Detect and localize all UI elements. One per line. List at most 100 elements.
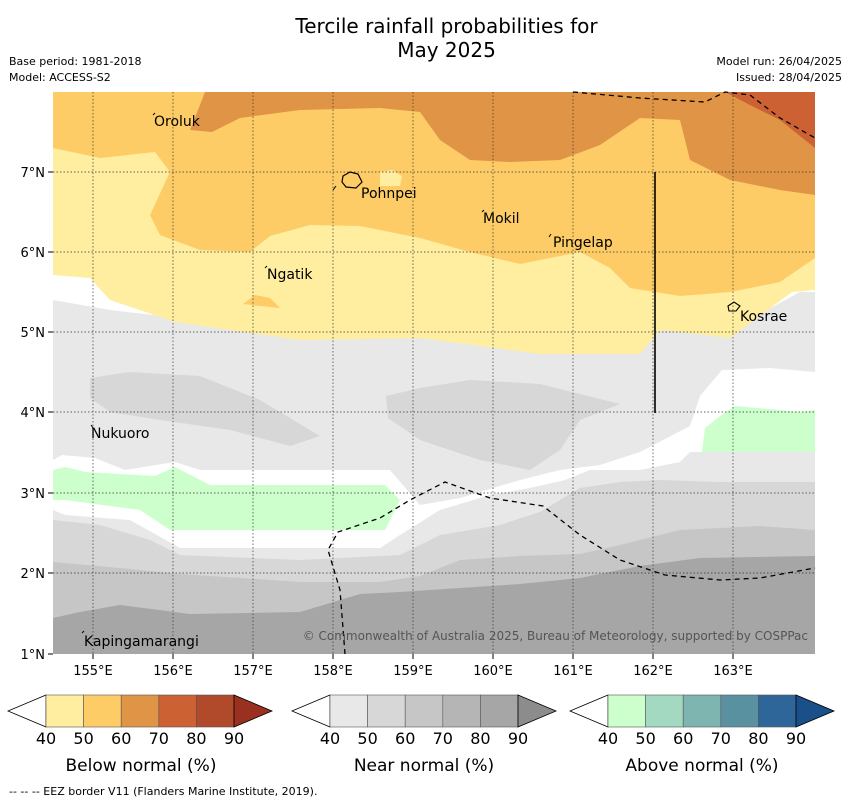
colorbar-below-swatch bbox=[45, 694, 84, 728]
lat-label: 5°N bbox=[21, 326, 46, 341]
colorbar-below-swatch bbox=[196, 694, 235, 728]
near-normal-50-west bbox=[90, 372, 320, 446]
colorbar-label-below: Below normal (%) bbox=[65, 756, 217, 776]
lat-label: 1°N bbox=[21, 648, 46, 663]
lon-label: 157°E bbox=[233, 664, 273, 679]
colorbar-below-tick: 70 bbox=[148, 729, 169, 748]
title-line-2: May 2025 bbox=[397, 38, 496, 62]
axis-ticks bbox=[48, 171, 734, 659]
base-period: Base period: 1981-2018 bbox=[9, 55, 142, 68]
colorbar-near-tick: 90 bbox=[507, 729, 529, 748]
lon-label: 163°E bbox=[713, 664, 753, 679]
colorbar-near-swatch bbox=[404, 694, 444, 728]
below-normal-50-area bbox=[53, 92, 815, 296]
place-markers bbox=[81, 112, 552, 634]
colorbar-near-swatch bbox=[329, 694, 368, 728]
colorbar-below-tick: 50 bbox=[73, 729, 94, 748]
colorbar-below-swatch bbox=[120, 694, 160, 728]
colorbar-near-max-extension bbox=[517, 694, 558, 728]
colorbar-near-min-extension bbox=[290, 694, 331, 728]
place-mokil: Mokil bbox=[483, 211, 520, 227]
colorbar-near-tick: 60 bbox=[395, 729, 416, 748]
place-kapingamarangi: Kapingamarangi bbox=[84, 634, 199, 650]
place-oroluk: Oroluk bbox=[154, 114, 201, 130]
colorbars bbox=[6, 694, 836, 728]
lat-label: 7°N bbox=[21, 166, 46, 181]
colorbar-above-swatch bbox=[607, 694, 646, 728]
colorbar-above-max-extension bbox=[795, 694, 836, 728]
colorbar-near-tick: 70 bbox=[432, 729, 453, 748]
place-kosrae: Kosrae bbox=[740, 309, 787, 325]
colorbar-above-tick: 40 bbox=[597, 729, 619, 748]
colorbar-below-tick: 80 bbox=[186, 729, 207, 748]
colorbar-near-swatch bbox=[367, 694, 406, 728]
place-nukuoro: Nukuoro bbox=[91, 426, 149, 442]
colorbar-above-tick: 50 bbox=[635, 729, 656, 748]
colorbar-above-swatch bbox=[720, 694, 759, 728]
lat-label: 4°N bbox=[21, 406, 46, 421]
model-name: Model: ACCESS-S2 bbox=[9, 71, 111, 84]
title-line-1: Tercile rainfall probabilities for bbox=[295, 14, 598, 38]
place-labels: Oroluk Pohnpei Mokil Pingelap Ngatik Kos… bbox=[84, 114, 787, 650]
lon-label: 158°E bbox=[313, 664, 353, 679]
colorbar-above-swatch bbox=[758, 694, 797, 728]
lon-label: 155°E bbox=[73, 664, 113, 679]
probability-fields bbox=[53, 92, 815, 654]
lat-label: 2°N bbox=[21, 567, 46, 582]
map-gridlines bbox=[53, 92, 815, 654]
colorbar-above-tick: 80 bbox=[748, 729, 769, 748]
issued-date: Issued: 28/04/2025 bbox=[735, 71, 842, 84]
below-normal-50-patch bbox=[243, 295, 280, 308]
near-normal-70-south bbox=[53, 556, 815, 654]
below-normal-40-patch bbox=[380, 170, 402, 186]
rainfall-map: Oroluk Pohnpei Mokil Pingelap Ngatik Kos… bbox=[21, 91, 816, 679]
colorbar-near-tick: 50 bbox=[357, 729, 378, 748]
ant-atoll-mark bbox=[332, 185, 337, 191]
model-run: Model run: 26/04/2025 bbox=[716, 55, 842, 68]
lat-label: 6°N bbox=[21, 246, 46, 261]
colorbar-near-tick: 80 bbox=[470, 729, 491, 748]
meta-right: Model run: 26/04/2025 Issued: 28/04/2025 bbox=[716, 54, 842, 86]
eez-borders bbox=[327, 91, 816, 655]
colorbar-below-tick: 90 bbox=[223, 729, 245, 748]
above-normal-40-west bbox=[53, 467, 400, 530]
colorbar-near-swatch bbox=[442, 694, 481, 728]
place-pohnpei: Pohnpei bbox=[361, 186, 417, 202]
colorbar-below-tick: 60 bbox=[111, 729, 132, 748]
longitude-labels: 155°E 156°E 157°E 158°E 159°E 160°E 161°… bbox=[73, 664, 753, 679]
eez-footnote: -- -- -- EEZ border V11 (Flanders Marine… bbox=[9, 785, 318, 798]
meta-left: Base period: 1981-2018 Model: ACCESS-S2 bbox=[9, 54, 141, 86]
page-title: Tercile rainfall probabilities for May 2… bbox=[0, 14, 850, 62]
colorbar-below-tick: 40 bbox=[35, 729, 57, 748]
latitude-labels: 7°N 6°N 5°N 4°N 3°N 2°N 1°N bbox=[21, 166, 46, 663]
lon-label: 159°E bbox=[393, 664, 433, 679]
colorbar-near-tick: 40 bbox=[319, 729, 341, 748]
above-normal-40-east bbox=[702, 406, 815, 452]
lat-label: 3°N bbox=[21, 487, 46, 502]
lon-label: 160°E bbox=[473, 664, 513, 679]
copyright-note: © Commonwealth of Australia 2025, Bureau… bbox=[303, 629, 808, 643]
place-ngatik: Ngatik bbox=[267, 267, 313, 283]
lon-label: 156°E bbox=[153, 664, 193, 679]
below-normal-60-area bbox=[190, 92, 815, 195]
lon-label: 162°E bbox=[633, 664, 673, 679]
colorbar-label-above: Above normal (%) bbox=[625, 756, 779, 776]
colorbar-below-swatch bbox=[158, 694, 197, 728]
colorbar-above-tick: 60 bbox=[673, 729, 694, 748]
colorbar-above-min-extension bbox=[568, 694, 609, 728]
colorbar-above-tick: 90 bbox=[785, 729, 807, 748]
colorbar-above-swatch bbox=[645, 694, 684, 728]
colorbar-below-swatch bbox=[83, 694, 122, 728]
place-pingelap: Pingelap bbox=[553, 235, 613, 251]
lon-label: 161°E bbox=[553, 664, 593, 679]
below-normal-70-area bbox=[725, 92, 815, 148]
kosrae-island-shape bbox=[727, 301, 741, 312]
colorbar-above-tick: 70 bbox=[710, 729, 731, 748]
near-normal-50-central bbox=[386, 380, 620, 470]
colorbar-near-swatch bbox=[480, 694, 519, 728]
colorbar-above-swatch bbox=[682, 694, 722, 728]
colorbar-below-max-extension bbox=[233, 694, 274, 728]
pohnpei-island-shape bbox=[341, 171, 363, 189]
colorbar-label-near: Near normal (%) bbox=[353, 756, 495, 776]
colorbar-below-min-extension bbox=[6, 694, 47, 728]
